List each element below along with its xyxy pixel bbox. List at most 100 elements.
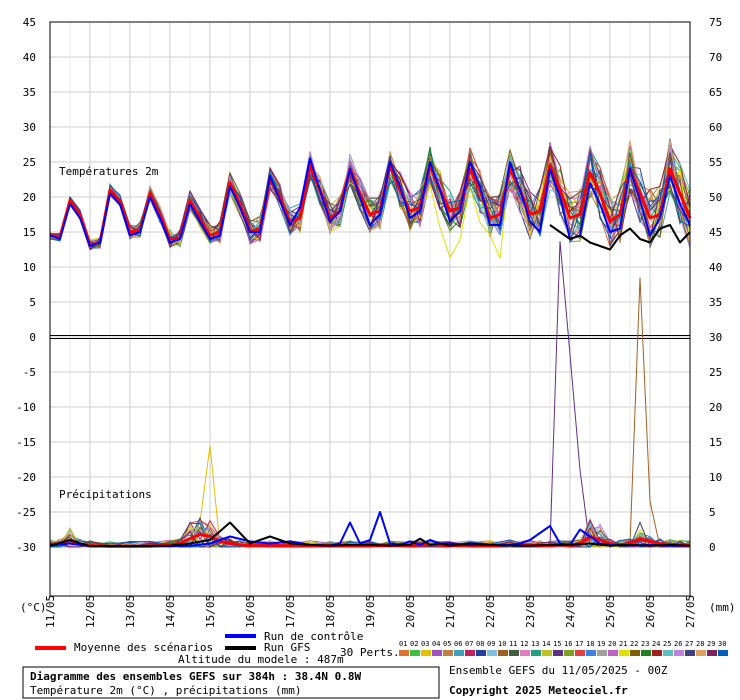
member-id-label: 29 [707, 640, 715, 648]
right-tick-label: 45 [709, 226, 722, 239]
left-tick-label: 0 [29, 331, 36, 344]
member-color-swatch [597, 650, 607, 656]
right-tick-label: 35 [709, 296, 722, 309]
left-tick-label: -20 [16, 471, 36, 484]
series-temp-ff0000 [49, 164, 692, 247]
copyright: Copyright 2025 Meteociel.fr [449, 684, 628, 697]
member-color-swatch [399, 650, 409, 656]
x-tick-label: 20/05 [404, 595, 417, 628]
member-color-swatch [520, 650, 530, 656]
right-tick-label: 75 [709, 16, 722, 29]
x-tick-label: 17/05 [284, 595, 297, 628]
member-id-label: 20 [608, 640, 616, 648]
member-id-label: 03 [421, 640, 429, 648]
x-tick-label: 11/05 [44, 595, 57, 628]
member-id-label: 13 [531, 640, 539, 648]
x-tick-label: 15/05 [204, 595, 217, 628]
member-color-swatch [553, 650, 563, 656]
member-id-label: 24 [652, 640, 660, 648]
members-label: 30 Perts. [340, 646, 400, 659]
member-id-label: 11 [509, 640, 517, 648]
member-color-swatch [421, 650, 431, 656]
member-color-swatch [564, 650, 574, 656]
x-tick-label: 19/05 [364, 595, 377, 628]
x-tick-label: 24/05 [564, 595, 577, 628]
member-color-swatch [641, 650, 651, 656]
member-color-swatch [476, 650, 486, 656]
altitude-label: Altitude du modele : 487m [178, 653, 344, 666]
member-id-label: 25 [663, 640, 671, 648]
right-tick-label: 55 [709, 156, 722, 169]
member-id-label: 19 [597, 640, 605, 648]
member-color-swatch [586, 650, 596, 656]
legend-gfs-label: Run GFS [264, 641, 310, 654]
left-tick-label: 5 [29, 296, 36, 309]
member-color-swatch [630, 650, 640, 656]
member-id-label: 05 [443, 640, 451, 648]
x-tick-label: 26/05 [644, 595, 657, 628]
x-tick-label: 13/05 [124, 595, 137, 628]
member-color-swatch [531, 650, 541, 656]
member-id-label: 18 [586, 640, 594, 648]
right-tick-label: 50 [709, 191, 722, 204]
member-id-label: 23 [641, 640, 649, 648]
footer-title: Diagramme des ensembles GEFS sur 384h : … [30, 670, 362, 683]
left-tick-label: -30 [16, 541, 36, 554]
series-temp-000000 [549, 224, 691, 251]
member-id-label: 27 [685, 640, 693, 648]
footer-box [22, 666, 440, 699]
member-id-label: 17 [575, 640, 583, 648]
left-tick-label: 40 [23, 51, 36, 64]
member-id-label: 26 [674, 640, 682, 648]
member-color-swatch [707, 650, 717, 656]
panel-label-precipitation: Précipitations [59, 488, 152, 501]
member-id-label: 30 [718, 640, 726, 648]
grid [49, 21, 691, 596]
zero-line [50, 335, 690, 339]
left-tick-label: 15 [23, 226, 36, 239]
right-tick-label: 20 [709, 401, 722, 414]
panel-label-temperature: Températures 2m [59, 165, 159, 178]
member-id-label: 21 [619, 640, 627, 648]
footer-subtitle: Température 2m (°C) , précipitations (mm… [30, 684, 302, 697]
member-id-label: 16 [564, 640, 572, 648]
left-tick-label: -5 [23, 366, 36, 379]
member-id-label: 07 [465, 640, 473, 648]
series-precip-0000ff [49, 511, 690, 548]
right-tick-label: 10 [709, 471, 722, 484]
member-id-label: 02 [410, 640, 418, 648]
axes [49, 21, 691, 597]
right-tick-label: 60 [709, 121, 722, 134]
member-color-swatch [619, 650, 629, 656]
member-id-label: 06 [454, 640, 462, 648]
member-color-swatch [685, 650, 695, 656]
member-color-swatch [443, 650, 453, 656]
legend-mean-label: Moyenne des scénarios [74, 641, 213, 654]
member-id-label: 15 [553, 640, 561, 648]
left-tick-label: -15 [16, 436, 36, 449]
member-swatches: 01 02 03 04 05 06 07 08 09 10 11 12 13 14 15 16 17 18 19 20… [399, 640, 728, 656]
left-tick-label: -25 [16, 506, 36, 519]
left-tick-label: 20 [23, 191, 36, 204]
member-color-swatch [410, 650, 420, 656]
member-color-swatch [509, 650, 519, 656]
x-tick-label: 18/05 [324, 595, 337, 628]
left-tick-label: 30 [23, 121, 36, 134]
member-color-swatch [575, 650, 585, 656]
series-temp-0000ff [49, 157, 691, 247]
x-tick-label: 23/05 [524, 595, 537, 628]
member-color-swatch [663, 650, 673, 656]
plot-frame [49, 21, 691, 597]
member-id-label: 04 [432, 640, 440, 648]
right-unit-label: (mm) [709, 601, 736, 614]
right-tick-label: 40 [709, 261, 722, 274]
x-tick-label: 12/05 [84, 595, 97, 628]
member-id-label: 28 [696, 640, 704, 648]
left-tick-label: 25 [23, 156, 36, 169]
left-tick-label: 45 [23, 16, 36, 29]
x-tick-label: 27/05 [684, 595, 697, 628]
right-tick-label: 25 [709, 366, 722, 379]
right-tick-label: 0 [709, 541, 716, 554]
x-tick-label: 21/05 [444, 595, 457, 628]
